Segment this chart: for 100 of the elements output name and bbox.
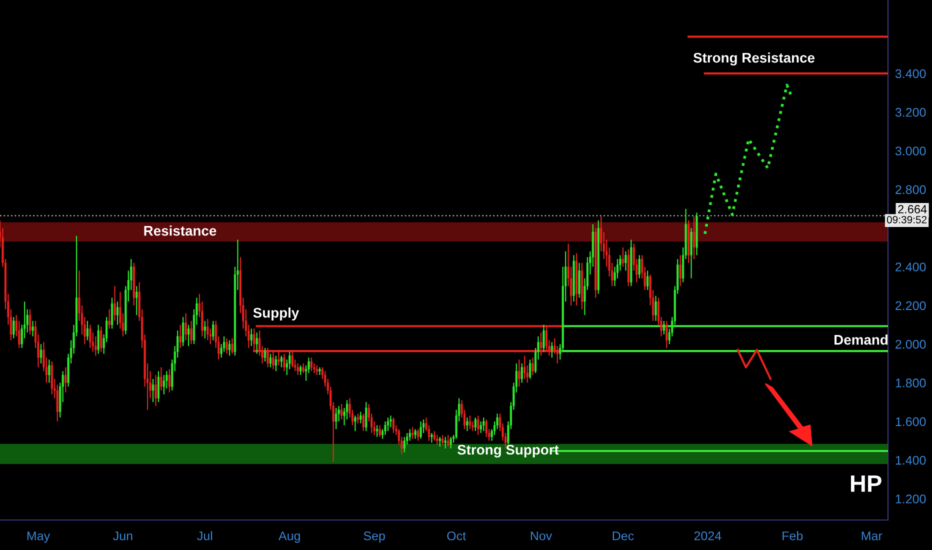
candlestick	[116, 301, 119, 326]
candlestick	[204, 320, 206, 339]
candlestick	[692, 216, 696, 260]
y-tick-label: 1.600	[896, 417, 926, 426]
candlestick	[48, 359, 50, 384]
candlestick	[468, 415, 472, 430]
candlestick	[12, 316, 15, 339]
candlestick	[433, 430, 436, 442]
candlestick	[97, 324, 100, 354]
candlestick	[152, 378, 154, 403]
candlestick	[477, 415, 480, 436]
candlestick	[356, 413, 359, 424]
candlestick	[212, 320, 214, 341]
candlestick	[662, 320, 666, 335]
annotation: Demand	[834, 334, 888, 345]
candlestick	[50, 360, 53, 395]
annotation: Strong Resistance	[693, 52, 815, 66]
candlestick	[384, 420, 386, 436]
candlestick	[302, 362, 304, 374]
candlestick	[184, 312, 187, 341]
candlestick	[679, 254, 682, 287]
candlestick	[187, 324, 190, 347]
candlestick	[168, 368, 170, 393]
candlestick	[436, 434, 438, 446]
y-tick-label: 1.400	[896, 456, 926, 465]
candlestick	[228, 340, 231, 356]
candlestick	[299, 364, 302, 376]
x-tick-label: May	[27, 532, 50, 543]
candlestick	[114, 286, 116, 322]
x-tick-label: Aug	[278, 532, 300, 543]
candlestick	[444, 436, 446, 450]
x-tick-label: Feb	[782, 531, 803, 540]
candlestick	[32, 320, 34, 337]
candlestick	[362, 413, 364, 432]
y-tick-label: 3.400	[895, 69, 926, 78]
candlestick	[280, 355, 282, 368]
candlestick	[256, 332, 258, 354]
candlestick	[386, 416, 390, 432]
candlestick	[226, 338, 228, 354]
candlestick	[250, 328, 252, 347]
candlestick	[430, 432, 433, 444]
x-tick-label: Dec	[612, 532, 634, 540]
candlestick	[86, 320, 88, 341]
candlestick	[482, 416, 485, 432]
ref-line-label: 2.664	[898, 205, 927, 214]
candlestick	[378, 424, 381, 438]
candlestick	[420, 420, 422, 440]
y-tick-label: 1.800	[896, 378, 926, 388]
candlestick	[231, 338, 234, 354]
candlestick	[529, 359, 532, 380]
candlestick	[438, 436, 441, 448]
y-tick-label: 3.200	[895, 108, 926, 117]
candlestick	[578, 262, 580, 298]
x-tick-label: Mar	[862, 532, 882, 540]
candlestick	[335, 407, 338, 430]
candlestick	[179, 324, 182, 349]
line-series	[704, 84, 794, 236]
annotation: Resistance	[144, 226, 216, 236]
candlestick	[646, 270, 649, 291]
candlestick	[524, 355, 526, 380]
candlestick	[416, 428, 420, 442]
y-tick-label: 2.000	[896, 340, 926, 349]
candlestick	[264, 347, 266, 362]
candlestick	[412, 426, 414, 440]
candlestick	[162, 374, 165, 395]
candlestick	[376, 424, 378, 438]
candlestick	[403, 436, 406, 453]
candlestick	[666, 320, 668, 349]
candlestick	[392, 416, 395, 434]
candlestick	[474, 416, 476, 432]
y-tick-label: 2.400	[896, 262, 926, 272]
candlestick	[89, 324, 92, 349]
candlestick	[100, 326, 102, 352]
candlestick	[206, 318, 209, 341]
candlestick	[157, 370, 160, 403]
annotation: 09:39:52	[886, 216, 927, 224]
candlestick	[190, 320, 192, 345]
annotation: Strong Support	[457, 444, 559, 458]
candlestick	[29, 308, 32, 335]
candlestick	[154, 374, 157, 407]
candlestick	[40, 344, 42, 364]
candlestick	[624, 250, 627, 272]
candlestick	[360, 411, 362, 424]
candlestick	[310, 357, 313, 372]
y-tick-label: 3.000	[895, 146, 926, 156]
candlestick	[520, 362, 523, 384]
candlestick	[316, 364, 318, 376]
y-tick-label: 2.800	[896, 185, 926, 194]
candlestick	[390, 415, 392, 428]
candlestick	[447, 434, 450, 448]
x-tick-label: Nov	[530, 532, 552, 540]
candlestick	[94, 336, 97, 356]
candlestick	[414, 428, 416, 440]
x-tick-label: Jun	[113, 532, 132, 540]
y-tick-label: 1.200	[896, 494, 926, 504]
candlestick	[542, 324, 545, 352]
x-tick-label: Sep	[364, 531, 385, 543]
candlestick	[365, 402, 368, 432]
candlestick	[283, 353, 286, 372]
candlestick	[296, 362, 299, 376]
